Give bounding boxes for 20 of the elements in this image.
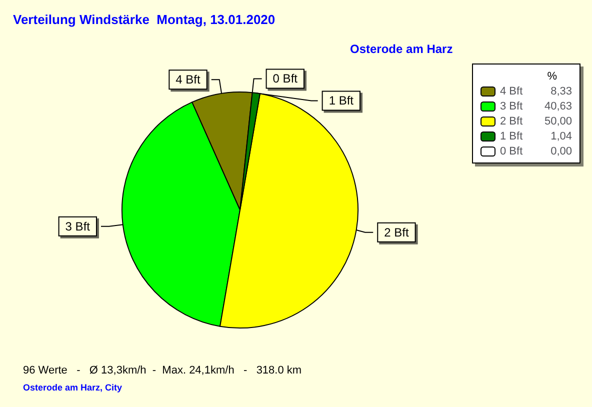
category-label: 0 Bft bbox=[500, 146, 523, 158]
slice-label: 3 Bft bbox=[65, 219, 91, 234]
legend-label: 3 Bft bbox=[500, 100, 523, 112]
legend-label: 4 Bft bbox=[500, 86, 523, 98]
text: Osterode am Harz, City bbox=[23, 382, 122, 392]
legend-label: 2 Bft bbox=[500, 116, 523, 128]
slice-label: 2 Bft bbox=[384, 225, 410, 240]
legend-title: % bbox=[547, 70, 558, 82]
chart-subtitle: Osterode am Harz bbox=[350, 42, 453, 56]
data-label: 40,63 bbox=[544, 100, 572, 112]
legend-label: 0 Bft bbox=[272, 72, 298, 86]
data-label: 50,00 bbox=[544, 116, 572, 128]
text: 0,00 bbox=[550, 146, 572, 158]
data-label: 8,33 bbox=[550, 86, 572, 98]
chart-title: Verteilung Windstärke Montag, 13.01.2020 bbox=[13, 12, 276, 27]
legend-label: 1 Bft bbox=[500, 130, 523, 142]
slice-label: 1 Bft bbox=[328, 94, 354, 108]
text: 96 Werte - Ø 13,3km/h - Max. 24,1km/h - 318.0 km bbox=[23, 364, 302, 376]
data-label: 1,04 bbox=[550, 130, 572, 142]
slice-label: 4 Bft bbox=[176, 72, 202, 87]
